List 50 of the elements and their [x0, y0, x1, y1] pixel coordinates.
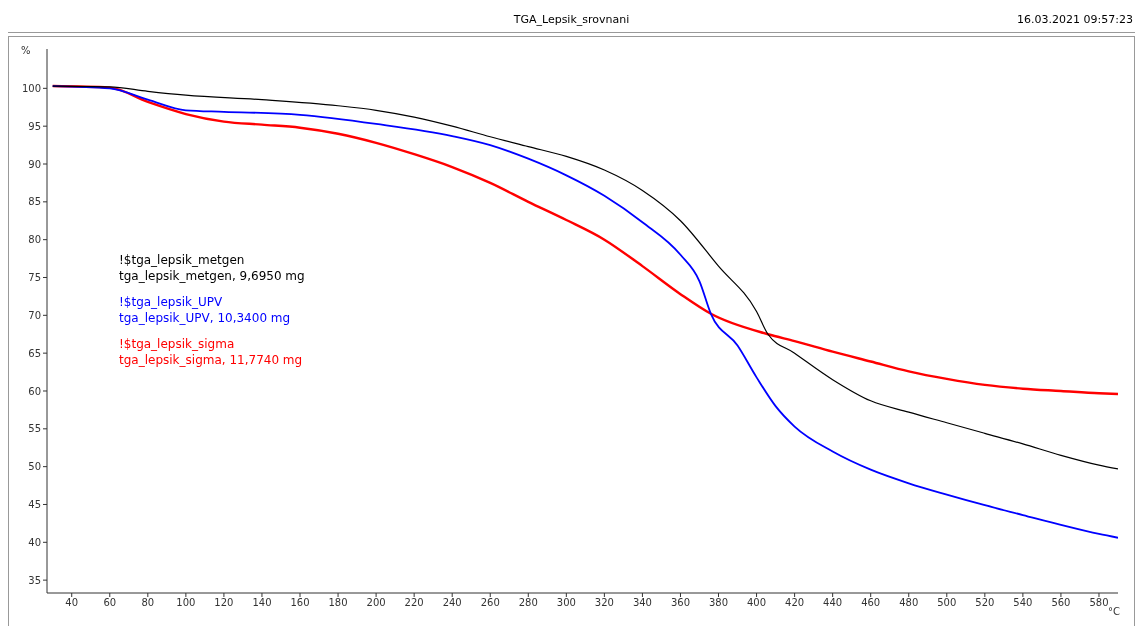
x-tick-label: 460 — [861, 597, 881, 609]
x-tick-label: 40 — [65, 597, 79, 609]
x-tick-label: 160 — [290, 597, 310, 609]
y-tick-label: 75 — [28, 272, 41, 284]
y-tick-label: 45 — [28, 499, 41, 511]
y-tick-label: 95 — [28, 120, 41, 132]
x-tick-label: 520 — [975, 597, 995, 609]
y-tick-label: 60 — [28, 385, 41, 397]
y-tick-label: 90 — [28, 158, 41, 170]
y-tick-label: 40 — [28, 536, 41, 548]
text: !$tga_lepsik_UPV tga_lepsik_UPV, 10,3400 mg — [119, 294, 292, 326]
x-tick-label: 260 — [480, 597, 500, 609]
x-tick-label: 320 — [594, 597, 614, 609]
y-tick-label: 100 — [21, 82, 41, 94]
y-tick-label: 55 — [28, 423, 41, 435]
y-tick-label: 50 — [28, 461, 41, 473]
x-tick-label: 220 — [404, 597, 424, 609]
y-tick-label: 85 — [28, 196, 41, 208]
x-tick-label: 480 — [899, 597, 919, 609]
x-tick-label: 540 — [1013, 597, 1033, 609]
x-tick-label: 140 — [252, 597, 272, 609]
y-tick-label: 80 — [28, 234, 41, 246]
line-series — [52, 85, 1118, 470]
x-tick-label: 400 — [747, 597, 767, 609]
y-axis-title: % — [21, 45, 31, 57]
x-tick-label: 100 — [176, 597, 196, 609]
x-tick-label: 580 — [1089, 597, 1109, 609]
x-tick-label: 200 — [366, 597, 386, 609]
text: 16.03.2021 09:57:23 — [1017, 13, 1133, 26]
y-tick-label: 70 — [28, 309, 41, 321]
x-tick-label: 120 — [214, 597, 234, 609]
x-tick-label: 60 — [103, 597, 117, 609]
x-tick-label: 180 — [328, 597, 348, 609]
x-tick-label: 380 — [708, 597, 729, 609]
x-tick-label: 440 — [823, 597, 843, 609]
chart-title: TGA_Lepsik_srovnani — [513, 13, 630, 26]
x-tick-label: 280 — [518, 597, 538, 609]
x-tick-label: 340 — [632, 597, 652, 609]
x-tick-label: 500 — [937, 597, 957, 609]
y-tick-label: 35 — [28, 574, 41, 586]
text: !$tga_lepsik_sigma tga_lepsik_sigma, 11,7740 mg — [119, 336, 304, 368]
x-axis-title: °C — [1108, 606, 1121, 617]
x-tick-label: 420 — [785, 597, 805, 609]
x-tick-label: 300 — [556, 597, 576, 609]
x-tick-label: 80 — [141, 597, 155, 609]
x-tick-label: 560 — [1051, 597, 1071, 609]
y-tick-label: 65 — [28, 347, 41, 359]
x-tick-label: 360 — [670, 597, 691, 609]
x-tick-label: 240 — [442, 597, 462, 609]
text: !$tga_lepsik_metgen tga_lepsik_metgen, 9,6950 mg — [119, 252, 305, 284]
